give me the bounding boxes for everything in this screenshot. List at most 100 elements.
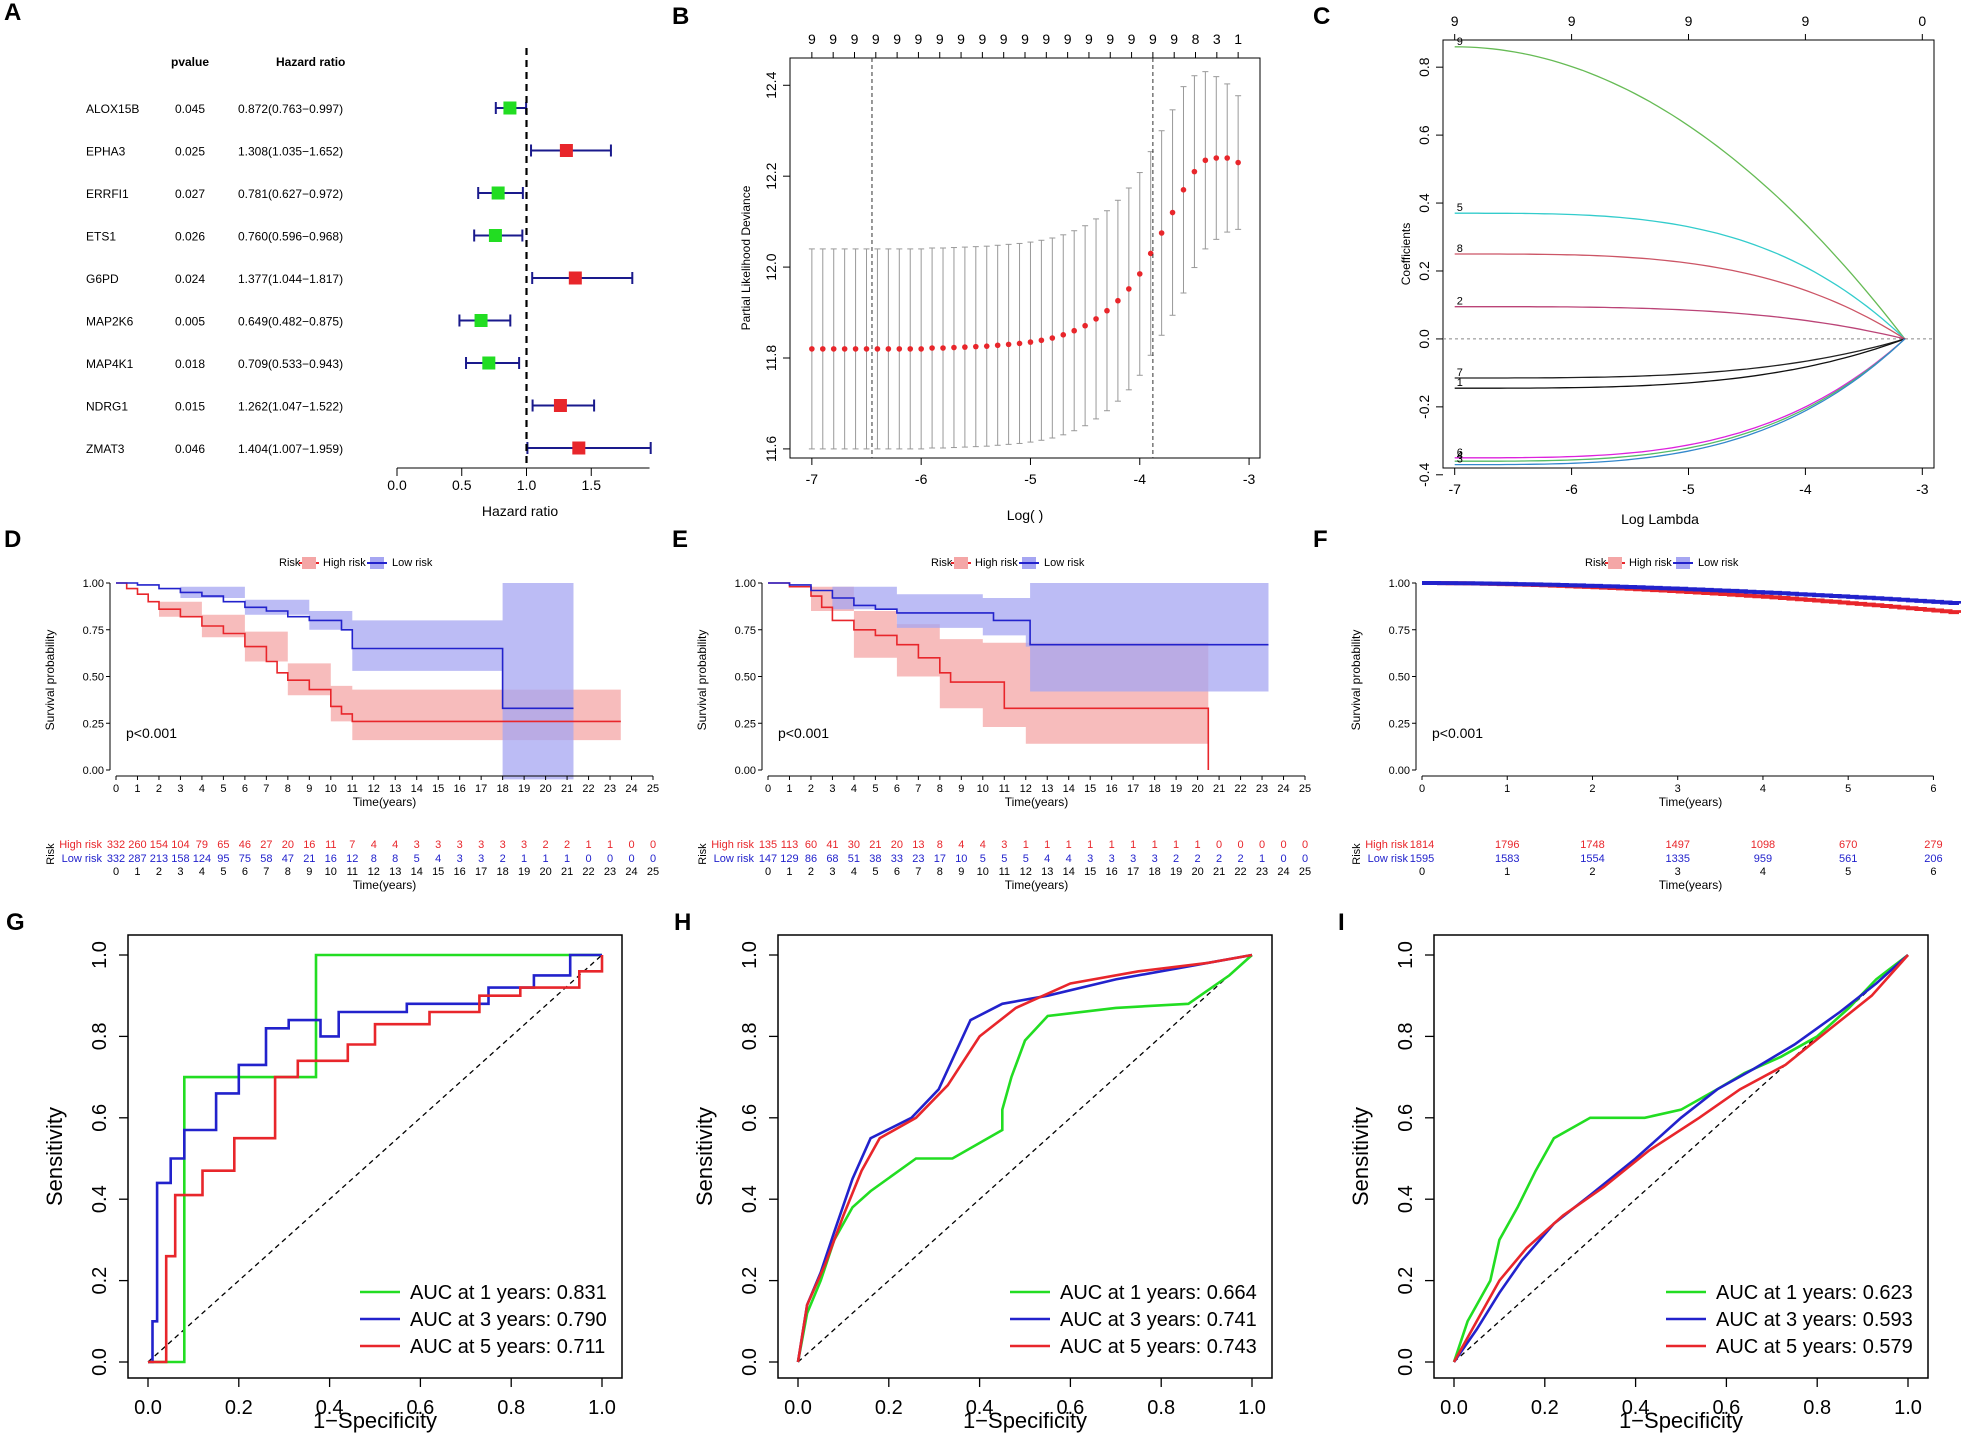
risk-x-tick-label: 2 — [808, 866, 814, 878]
y-axis-title: Survival probability — [1349, 630, 1363, 731]
cv-point — [983, 343, 990, 349]
risk-count-low: 1554 — [1580, 853, 1604, 865]
x-tick-label: 1.5 — [582, 477, 602, 493]
y-axis-title: Sensitivity — [42, 1107, 67, 1206]
x-tick-label: 1.0 — [1894, 1397, 1922, 1419]
risk-count-high: 1 — [607, 839, 613, 851]
y-tick-label: 0.6 — [89, 1104, 111, 1132]
panel-label-a: A — [4, 0, 21, 26]
y-tick-label: 1.00 — [1389, 578, 1410, 590]
risk-count-high: 135 — [759, 839, 777, 851]
x-tick-label: 4 — [199, 783, 205, 795]
risk-count-low: 129 — [780, 853, 798, 865]
x-tick-label: 14 — [1063, 783, 1075, 795]
panel-label-g: G — [6, 909, 25, 936]
risk-x-tick-label: 5 — [872, 866, 878, 878]
top-tick-label: 9 — [1451, 13, 1459, 29]
risk-count-low: 124 — [193, 853, 211, 865]
risk-x-tick-label: 15 — [432, 866, 444, 878]
forest-plot-a: pvalue Hazard ratio ALOX15B 0.045 0.872(0.76… — [86, 48, 652, 519]
km-plot-d: Risk High risk Low risk0.000.250.500.751.0… — [43, 557, 659, 892]
top-tick-label: 8 — [1192, 31, 1200, 47]
risk-count-low: 4 — [1066, 853, 1072, 865]
roc-curve — [148, 953, 602, 1364]
risk-count-high: 4 — [371, 839, 377, 851]
x-tick-label: 0.0 — [1440, 1397, 1468, 1419]
y-tick-label: 12.2 — [763, 162, 779, 189]
cv-point — [1191, 168, 1198, 175]
hazard-ratio-cell: 0.781(0.627−0.972) — [238, 187, 343, 201]
y-tick-label: 0.6 — [739, 1104, 761, 1132]
x-tick-label: 17 — [1127, 783, 1139, 795]
x-tick-label: 0.0 — [134, 1397, 162, 1419]
risk-x-tick-label: 13 — [1041, 866, 1053, 878]
risk-count-low: 4 — [435, 853, 441, 865]
hazard-ratio-cell: 0.649(0.482−0.875) — [238, 315, 343, 329]
cv-point — [962, 344, 968, 350]
risk-count-low: 2 — [1195, 853, 1201, 865]
x-axis-title: Log( ) — [1007, 507, 1044, 523]
risk-x-tick-label: 0 — [113, 866, 119, 878]
risk-x-tick-label: 15 — [1084, 866, 1096, 878]
path-label: 6 — [1457, 447, 1463, 459]
legend-title: Risk — [279, 557, 301, 569]
risk-count-high: 0 — [1216, 839, 1222, 851]
coef-path — [1454, 212, 1906, 340]
pvalue-cell: 0.045 — [175, 102, 205, 116]
panel-label-d: D — [4, 526, 21, 553]
risk-count-low: 1 — [543, 853, 549, 865]
top-tick-label: 9 — [1149, 31, 1157, 47]
risk-x-tick-label: 1 — [134, 866, 140, 878]
x-tick-label: 5 — [220, 783, 226, 795]
risk-count-high: 1748 — [1580, 839, 1604, 851]
cv-point — [951, 344, 957, 351]
gene-label: MAP2K6 — [86, 315, 134, 329]
risk-count-low: 3 — [478, 853, 484, 865]
x-tick-label: -5 — [1024, 471, 1037, 487]
top-tick-label: 9 — [893, 31, 901, 47]
x-tick-label: 15 — [432, 783, 444, 795]
hr-point — [572, 441, 586, 455]
top-tick-label: 1 — [1234, 31, 1242, 47]
legend-high: High risk — [1629, 557, 1672, 569]
diagonal-reference — [797, 954, 1253, 1363]
km-curve-low — [1422, 581, 1961, 605]
risk-count-high: 11 — [325, 839, 336, 851]
risk-count-high: 0 — [1302, 839, 1308, 851]
risk-count-low: 0 — [628, 853, 634, 865]
cv-point — [863, 346, 870, 352]
y-tick-label: 0.50 — [1389, 672, 1410, 684]
panel-label-f: F — [1313, 526, 1328, 553]
y-tick-label: 0.4 — [1416, 193, 1432, 213]
x-tick-label: 6 — [1930, 783, 1936, 795]
risk-x-tick-label: 10 — [325, 866, 337, 878]
x-axis-title: Time(years) — [1659, 795, 1723, 809]
risk-count-high: 27 — [260, 839, 272, 851]
cv-point — [1016, 340, 1023, 347]
legend-fill-high — [954, 557, 968, 569]
risk-count-low: 16 — [325, 853, 337, 865]
risk-row-label-high: High risk — [711, 839, 754, 851]
y-tick-label: 0.00 — [83, 765, 104, 777]
risk-axis-label: Risk — [45, 843, 57, 865]
risk-count-low: 38 — [869, 853, 881, 865]
cv-point — [994, 342, 1001, 349]
x-tick-label: 17 — [475, 783, 487, 795]
legend-fill-high — [1608, 557, 1622, 569]
cv-point — [907, 346, 914, 352]
risk-count-high: 16 — [303, 839, 315, 851]
legend-high: High risk — [975, 557, 1018, 569]
risk-count-high: 30 — [848, 839, 860, 851]
p-value: p<0.001 — [1432, 725, 1483, 741]
legend-low: Low risk — [1044, 557, 1085, 569]
x-tick-label: 0.6 — [406, 1397, 434, 1419]
risk-count-low: 86 — [805, 853, 817, 865]
risk-row-label-low: Low risk — [62, 853, 103, 865]
cv-point — [1180, 187, 1187, 193]
x-tick-label: 18 — [497, 783, 509, 795]
risk-count-high: 670 — [1839, 839, 1857, 851]
x-tick-label: 0 — [765, 783, 771, 795]
x-tick-label: 16 — [1106, 783, 1118, 795]
top-tick-label: 9 — [1170, 31, 1178, 47]
top-tick-label: 9 — [1128, 31, 1136, 47]
